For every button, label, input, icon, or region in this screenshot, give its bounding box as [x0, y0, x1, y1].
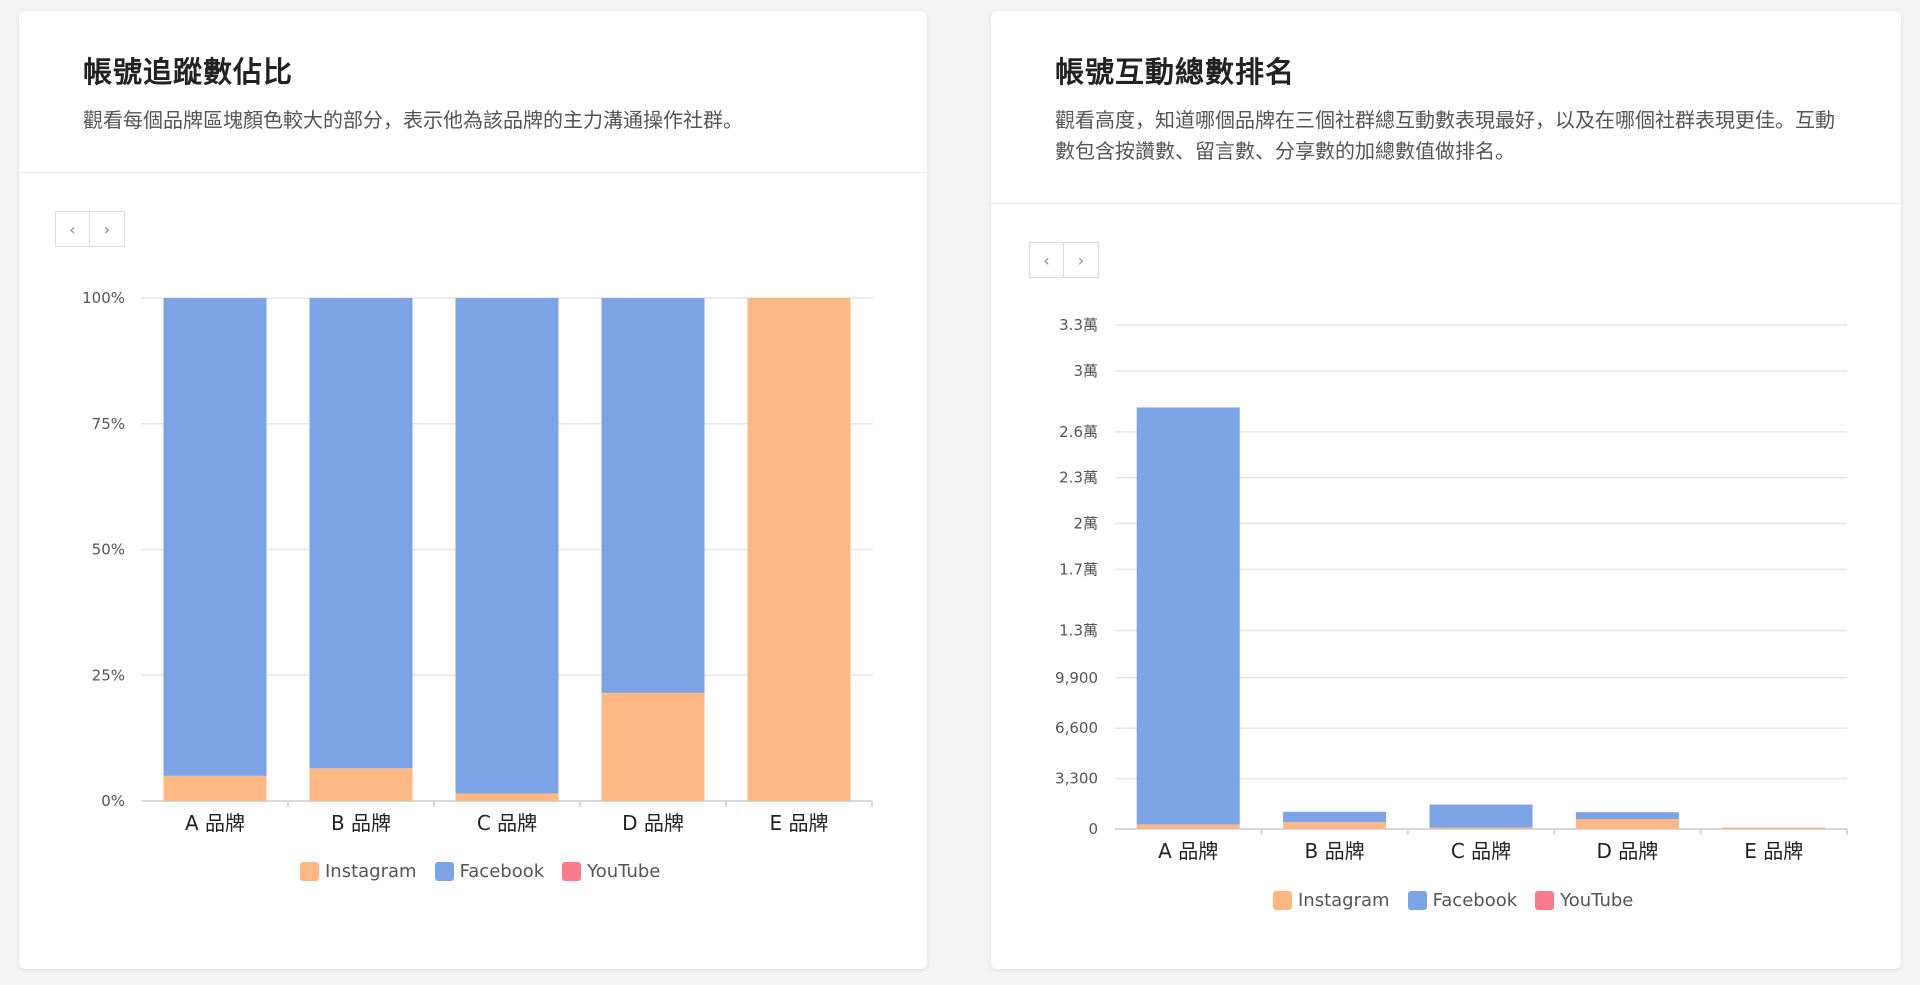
legend-label: YouTube — [1560, 890, 1634, 911]
card-description: 觀看每個品牌區塊顏色較大的部分，表示他為該品牌的主力溝通操作社群。 — [83, 108, 743, 132]
chevron-left-icon: ‹ — [1043, 250, 1050, 270]
legend-item-facebook[interactable]: Facebook — [1407, 890, 1518, 911]
bar-facebook — [1283, 811, 1387, 823]
y-tick-label: 0 — [1088, 820, 1098, 838]
chevron-right-icon: › — [1077, 250, 1085, 270]
legend-item-youtube[interactable]: YouTube — [562, 861, 660, 882]
facebook-swatch — [434, 862, 454, 881]
facebook-swatch — [1407, 891, 1427, 910]
bar-facebook — [1136, 407, 1240, 825]
legend-label: Facebook — [459, 861, 545, 882]
instagram-swatch — [300, 862, 319, 881]
x-category-label: B 品牌 — [331, 811, 391, 835]
x-category-label: E 品牌 — [1744, 839, 1803, 863]
bar-instagram — [1283, 822, 1387, 829]
y-tick-label: 2萬 — [1073, 515, 1098, 533]
x-category-label: D 品牌 — [1597, 839, 1659, 863]
y-tick-label: 9,900 — [1055, 669, 1098, 687]
bar-instagram — [455, 793, 559, 801]
interaction-ranking-chart: 0 3,300 6,600 9,900 1.3萬 1.7萬 2萬 2.3萬 2.6萬 3萬 3.3萬… — [1055, 316, 1848, 863]
y-tick-label: 3萬 — [1073, 362, 1098, 380]
bar-instagram — [1722, 827, 1826, 829]
bar-facebook — [309, 298, 413, 769]
bar-instagram — [747, 298, 851, 801]
y-tick-label: 1.7萬 — [1059, 560, 1098, 578]
x-category-label: A 品牌 — [185, 811, 245, 835]
bar-instagram — [1429, 827, 1533, 829]
y-tick-label: 3.3萬 — [1059, 316, 1098, 334]
follower-share-chart: 0% 25% 50% 75% 100% A 品牌 B 品牌 C 品牌 D 品牌 E 品牌 — [82, 289, 873, 835]
legend-item-instagram[interactable]: Instagram — [300, 861, 417, 882]
x-category-label: C 品牌 — [477, 811, 537, 835]
card-title: 帳號互動總數排名 — [1055, 55, 1296, 89]
y-tick-label: 1.3萬 — [1059, 621, 1098, 639]
chart-pager: ‹ › — [1029, 242, 1099, 278]
x-category-label: D 品牌 — [622, 811, 684, 835]
legend-label: Instagram — [325, 861, 417, 882]
youtube-swatch — [562, 862, 582, 881]
chart-legend: Instagram Facebook YouTube — [300, 861, 660, 882]
follower-share-card: 帳號追蹤數佔比 觀看每個品牌區塊顏色較大的部分，表示他為該品牌的主力溝通操作社群… — [19, 11, 927, 969]
x-category-label: E 品牌 — [770, 811, 829, 835]
card-header: 帳號互動總數排名 觀看高度，知道哪個品牌在三個社群總互動數表現最好，以及在哪個社… — [991, 11, 1901, 204]
bar-facebook — [601, 298, 705, 693]
legend-label: Instagram — [1298, 890, 1390, 911]
y-tick-label: 100% — [82, 289, 125, 307]
bar-facebook — [455, 298, 559, 794]
y-tick-label: 25% — [92, 666, 125, 684]
bar-instagram — [601, 692, 705, 801]
chevron-left-icon: ‹ — [69, 219, 76, 239]
instagram-swatch — [1273, 891, 1292, 910]
prev-page-button[interactable]: ‹ — [1029, 242, 1064, 278]
legend-label: Facebook — [1432, 890, 1518, 911]
chart-pager: ‹ › — [55, 211, 125, 247]
prev-page-button[interactable]: ‹ — [55, 211, 90, 247]
bar-instagram — [1575, 819, 1679, 829]
bar-instagram — [1136, 824, 1240, 829]
y-tick-label: 50% — [92, 541, 125, 559]
next-page-button[interactable]: › — [1064, 242, 1099, 278]
legend-item-facebook[interactable]: Facebook — [434, 861, 545, 882]
y-tick-label: 2.6萬 — [1059, 423, 1098, 441]
y-tick-label: 75% — [92, 415, 125, 433]
y-tick-label: 3,300 — [1055, 770, 1098, 788]
bar-instagram — [163, 775, 267, 801]
bar-facebook — [1429, 804, 1533, 828]
legend-item-instagram[interactable]: Instagram — [1273, 890, 1390, 911]
x-category-label: A 品牌 — [1158, 839, 1218, 863]
bar-facebook — [163, 298, 267, 776]
card-description: 觀看高度，知道哪個品牌在三個社群總互動數表現最好，以及在哪個社群表現更佳。互動數… — [1055, 108, 1835, 163]
x-category-label: C 品牌 — [1451, 839, 1511, 863]
y-tick-label: 0% — [101, 792, 125, 810]
x-category-label: B 品牌 — [1305, 839, 1365, 863]
interaction-ranking-card: 帳號互動總數排名 觀看高度，知道哪個品牌在三個社群總互動數表現最好，以及在哪個社… — [991, 11, 1901, 969]
y-tick-label: 2.3萬 — [1059, 469, 1098, 487]
youtube-swatch — [1535, 891, 1555, 910]
card-header: 帳號追蹤數佔比 觀看每個品牌區塊顏色較大的部分，表示他為該品牌的主力溝通操作社群… — [19, 11, 927, 173]
next-page-button[interactable]: › — [90, 211, 125, 247]
y-tick-label: 6,600 — [1055, 719, 1098, 737]
bar-facebook — [1575, 812, 1679, 820]
legend-item-youtube[interactable]: YouTube — [1535, 890, 1633, 911]
card-title: 帳號追蹤數佔比 — [83, 55, 294, 89]
chevron-right-icon: › — [103, 219, 111, 239]
bar-instagram — [309, 768, 413, 801]
legend-label: YouTube — [587, 861, 661, 882]
chart-legend: Instagram Facebook YouTube — [1273, 890, 1633, 911]
